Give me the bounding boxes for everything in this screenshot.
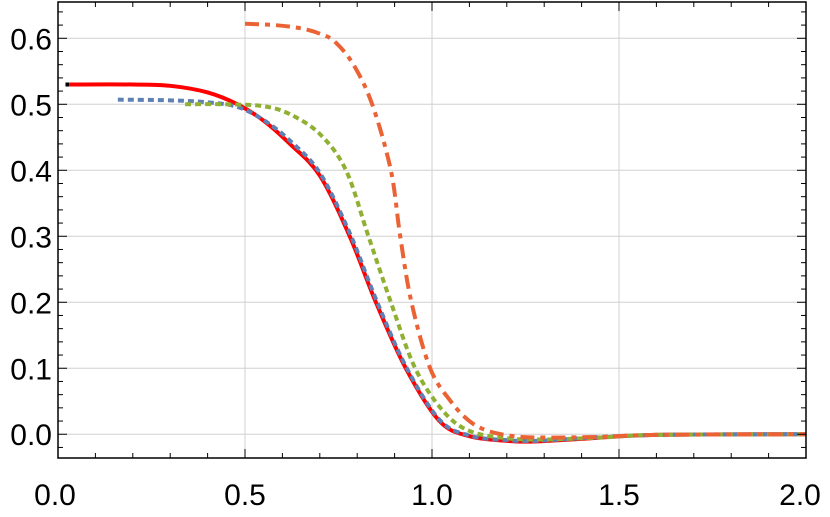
series-line-2 <box>117 97 807 444</box>
x-tick-label: 0.0 <box>34 479 76 512</box>
x-tick-label: 0.5 <box>224 479 266 512</box>
y-tick-label: 0.1 <box>10 353 52 386</box>
series-line-3 <box>185 102 807 442</box>
y-tick-label: 0.5 <box>10 89 52 122</box>
x-tick-label: 2.0 <box>779 479 821 512</box>
y-tick-labels: 0.0 0.1 0.2 0.3 0.4 0.5 0.6 <box>10 23 52 452</box>
x-tick-labels: 0.0 0.5 1.0 1.5 2.0 <box>34 479 821 512</box>
series-line-4 <box>244 21 807 440</box>
ticks <box>57 2 807 458</box>
y-tick-label: 0.2 <box>10 287 52 320</box>
y-tick-label: 0.6 <box>10 23 52 56</box>
x-tick-label: 1.0 <box>411 479 453 512</box>
series-line-1 <box>69 82 807 444</box>
y-tick-label: 0.3 <box>10 221 52 254</box>
x-tick-label: 1.5 <box>598 479 640 512</box>
grid <box>57 2 807 458</box>
y-tick-label: 0.4 <box>10 155 52 188</box>
series-group <box>65 21 807 444</box>
y-tick-label: 0.0 <box>10 419 52 452</box>
